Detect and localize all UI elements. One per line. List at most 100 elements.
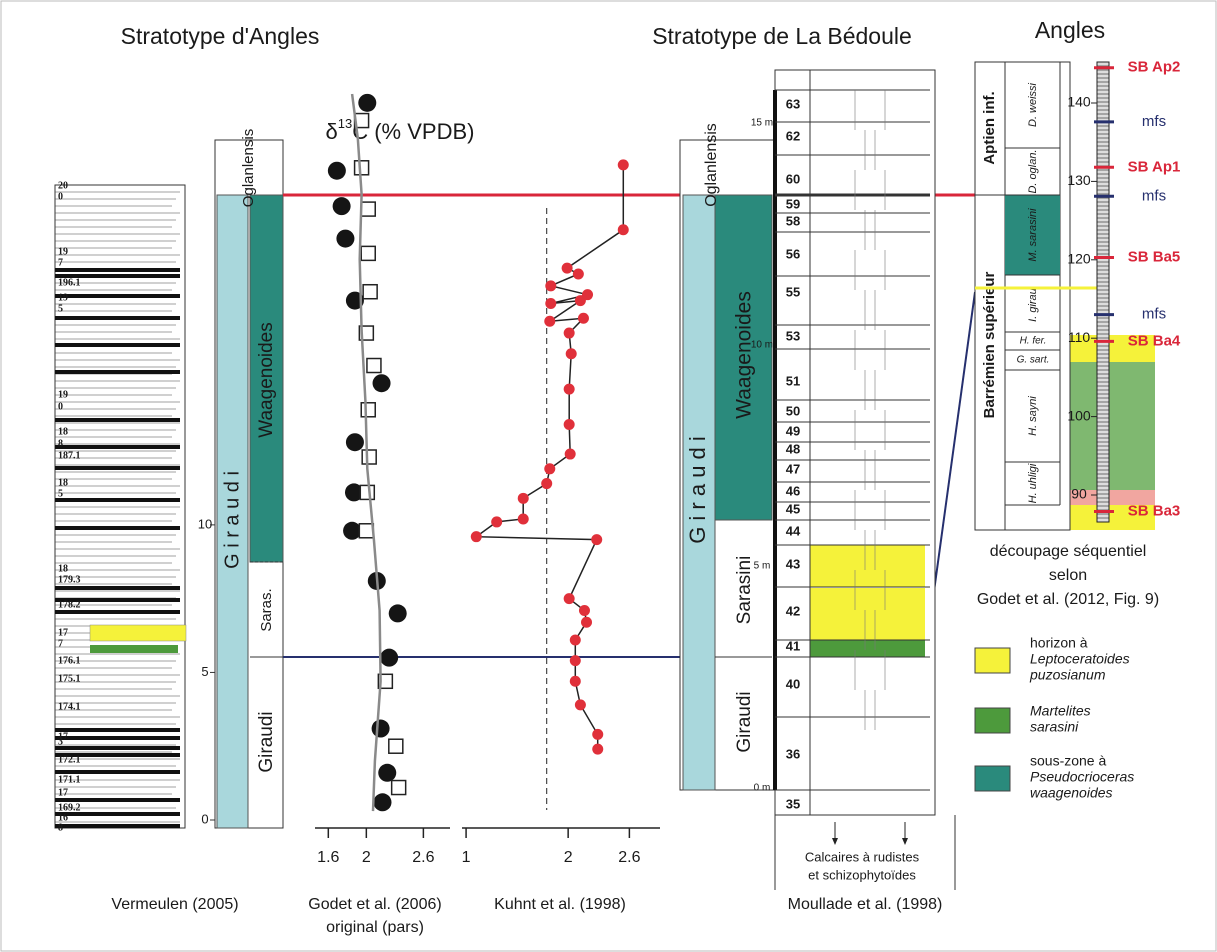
bed-label: 17 [58, 731, 68, 742]
sequence-caption: selon [1049, 567, 1087, 584]
black-bed [55, 770, 180, 774]
isotope-superscript: 13 [338, 116, 352, 131]
bed-label: 16 [58, 812, 68, 823]
zone-label: Waagenoides [256, 322, 277, 437]
bed-number: 42 [786, 603, 800, 618]
arrowhead [832, 838, 838, 845]
legend-swatch [974, 707, 1011, 734]
zone-label: Oglanlensis [240, 129, 257, 207]
bed-number: 56 [786, 246, 800, 261]
data-point [372, 374, 391, 393]
sequence-column [974, 61, 1071, 531]
bed-label: 196.1 [58, 277, 81, 288]
zone-name: I. girau. [1027, 285, 1039, 322]
black-bed [55, 370, 180, 374]
scale-label: 100 [1067, 407, 1091, 423]
caption: Vermeulen (2005) [111, 896, 238, 913]
bed-number: 60 [786, 171, 800, 186]
black-bed [55, 268, 180, 272]
caption: Godet et al. (2006) [308, 896, 441, 913]
zone-label: G i r a u d i [221, 471, 243, 569]
data-point [544, 463, 556, 475]
bed-label: 19 [58, 389, 68, 400]
bed-yellow [810, 588, 925, 640]
zone-giraudi [216, 194, 249, 829]
data-point [345, 433, 364, 452]
x-tick-label: 1 [462, 849, 471, 866]
legend-text: puzosianum [1029, 667, 1106, 683]
data-point [569, 655, 581, 667]
bed-label: 5 [58, 303, 63, 314]
bed-label: 175.1 [58, 673, 81, 684]
surface-label: SB Ba5 [1128, 248, 1181, 265]
title: Angles [1035, 17, 1105, 43]
isotope-rest: C (% VPDB) [352, 119, 474, 144]
data-point [360, 201, 376, 217]
caption: Moullade et al. (1998) [788, 896, 943, 913]
data-point [327, 161, 346, 180]
meter-label: 0 m [754, 783, 771, 794]
data-point [617, 224, 629, 236]
legend-swatch [974, 647, 1011, 674]
bed-number: 45 [786, 501, 800, 516]
black-bed [55, 418, 180, 422]
surface-label: SB Ba3 [1128, 502, 1181, 519]
stage-name: Barrémien supérieur [981, 271, 998, 418]
black-bed [55, 466, 180, 470]
zone-name: H. uhligi [1027, 463, 1039, 503]
bed-label: 19 [58, 292, 68, 303]
bed-number: 36 [786, 746, 800, 761]
band-yellow [1070, 335, 1155, 362]
data-point [577, 312, 589, 324]
legend-text: Pseudocrioceras [1030, 769, 1134, 785]
title: Stratotype de La Bédoule [652, 23, 912, 49]
data-point [343, 521, 362, 540]
data-point [371, 719, 390, 738]
bed-label: 171.1 [58, 774, 81, 785]
data-point [377, 673, 394, 690]
data-point [378, 763, 397, 782]
data-point [578, 604, 590, 616]
base-note: Calcaires à rudistes [805, 849, 920, 864]
bed-number: 58 [786, 213, 800, 228]
bed-number: 48 [786, 441, 800, 456]
base-note: et schizophytoïdes [808, 867, 916, 882]
bed-number: 55 [786, 284, 800, 299]
band-pink [1070, 490, 1155, 505]
x-tick-label: 2 [564, 849, 573, 866]
data-point [366, 357, 382, 374]
data-point [390, 779, 407, 796]
black-bed [55, 316, 180, 320]
data-point [574, 699, 586, 711]
bed-number: 50 [786, 403, 800, 418]
data-point [592, 728, 604, 740]
black-bed [55, 746, 180, 750]
data-point [373, 793, 392, 812]
legend-text: sarasini [1030, 719, 1079, 735]
bed-label: 8 [58, 438, 63, 449]
legend-text: waagenoides [1030, 785, 1113, 801]
legend-text: Leptoceratoides [1030, 651, 1130, 667]
data-point [541, 478, 553, 490]
black-bed [55, 294, 180, 298]
bed-label: 7 [58, 257, 63, 268]
meter-label: 5 m [754, 561, 771, 572]
x-tick-label: 2.6 [412, 849, 434, 866]
zone-name: G. sart. [1017, 355, 1050, 366]
data-point [491, 516, 503, 528]
data-point [517, 513, 529, 525]
y-tick-label: 0 [201, 811, 208, 826]
black-bed [55, 798, 180, 802]
black-bed [55, 610, 180, 614]
bed-number: 40 [786, 676, 800, 691]
meter-label: 15 m [751, 118, 773, 129]
y-tick-label: 5 [201, 664, 208, 679]
scale-label: 140 [1067, 94, 1091, 110]
bed-label: 0 [58, 401, 63, 412]
caption: Kuhnt et al. (1998) [494, 896, 626, 913]
stage-name: Aptien inf. [981, 91, 998, 164]
bed-label: 18 [58, 477, 68, 488]
bed-label: 18 [58, 563, 68, 574]
log-column [54, 184, 186, 829]
bed-number: 35 [786, 796, 800, 811]
